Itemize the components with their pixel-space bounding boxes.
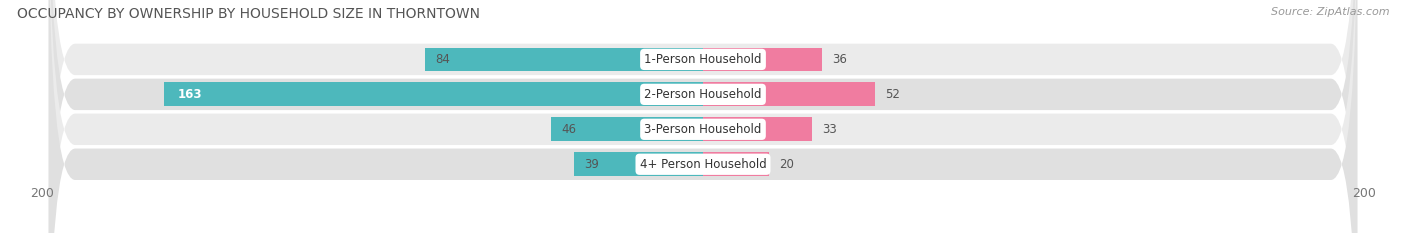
- Text: 1-Person Household: 1-Person Household: [644, 53, 762, 66]
- Text: 2-Person Household: 2-Person Household: [644, 88, 762, 101]
- Text: 84: 84: [436, 53, 450, 66]
- Bar: [703, 117, 813, 141]
- FancyBboxPatch shape: [49, 0, 1357, 233]
- Bar: [703, 152, 769, 176]
- Bar: [574, 152, 703, 176]
- Text: 20: 20: [779, 158, 794, 171]
- FancyBboxPatch shape: [49, 0, 1357, 233]
- Text: 39: 39: [583, 158, 599, 171]
- Text: 52: 52: [884, 88, 900, 101]
- Text: 163: 163: [177, 88, 202, 101]
- Bar: [703, 82, 875, 106]
- Text: OCCUPANCY BY OWNERSHIP BY HOUSEHOLD SIZE IN THORNTOWN: OCCUPANCY BY OWNERSHIP BY HOUSEHOLD SIZE…: [17, 7, 479, 21]
- Bar: [426, 48, 703, 71]
- Bar: [551, 117, 703, 141]
- Text: 4+ Person Household: 4+ Person Household: [640, 158, 766, 171]
- Text: 3-Person Household: 3-Person Household: [644, 123, 762, 136]
- FancyBboxPatch shape: [49, 0, 1357, 233]
- Bar: [165, 82, 703, 106]
- Text: 46: 46: [561, 123, 576, 136]
- Text: 36: 36: [832, 53, 846, 66]
- FancyBboxPatch shape: [49, 0, 1357, 233]
- Bar: [703, 48, 823, 71]
- Text: 33: 33: [823, 123, 837, 136]
- Text: Source: ZipAtlas.com: Source: ZipAtlas.com: [1271, 7, 1389, 17]
